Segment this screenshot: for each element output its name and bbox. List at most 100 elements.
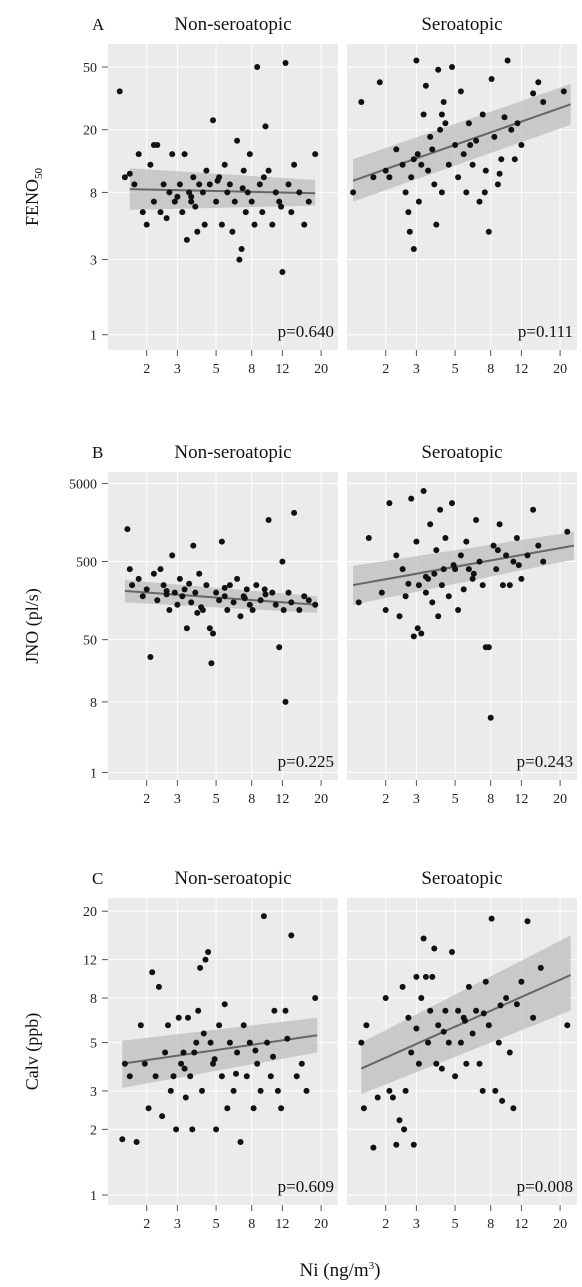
data-point	[435, 613, 442, 620]
data-point	[272, 601, 279, 608]
data-point	[420, 111, 427, 118]
data-point	[393, 1141, 400, 1148]
data-point	[467, 142, 474, 148]
chart-row-b: B JNO (pl/s) 1 8 50 500 5000 2 3 5 8 12 20 Non-seroat…	[22, 442, 577, 807]
data-point	[240, 167, 247, 174]
data-point	[469, 1030, 476, 1037]
data-point	[473, 517, 480, 523]
x-tick-label: 8	[487, 1217, 494, 1232]
data-point	[252, 1047, 259, 1054]
data-point	[284, 1035, 291, 1042]
data-point	[535, 542, 542, 549]
data-point	[195, 1007, 202, 1014]
regression-line	[124, 589, 318, 606]
data-point	[267, 1073, 274, 1080]
x-tick-label: 8	[487, 792, 494, 807]
data-point	[455, 1007, 462, 1014]
data-point	[196, 181, 203, 188]
data-point	[463, 538, 470, 545]
data-point	[418, 630, 425, 637]
data-point	[233, 1070, 239, 1077]
data-point	[150, 570, 157, 577]
facet-seroatopic: 2 3 5 8 12 20 Seroatopic p=0.111	[347, 14, 577, 377]
data-point	[261, 586, 268, 593]
data-point	[176, 575, 183, 582]
data-point	[506, 1049, 513, 1056]
data-point	[260, 913, 267, 920]
p-value-label: p=0.640	[278, 322, 334, 341]
x-tick-label: 12	[275, 792, 289, 807]
data-point	[163, 588, 170, 594]
data-point	[482, 167, 489, 174]
data-point	[183, 625, 190, 632]
x-tick-label: 5	[213, 362, 220, 377]
data-point	[422, 82, 429, 89]
data-point	[312, 151, 319, 158]
data-point	[503, 995, 510, 1001]
data-point	[460, 586, 467, 593]
data-point	[221, 593, 228, 600]
data-point	[226, 1039, 233, 1046]
data-point	[159, 1113, 166, 1120]
data-point	[206, 625, 213, 632]
data-point	[415, 198, 422, 205]
data-point	[171, 198, 178, 205]
data-point	[405, 1014, 412, 1021]
data-point	[143, 586, 150, 593]
data-point	[166, 607, 173, 613]
x-tick-label: 2	[143, 792, 150, 807]
p-value-label: p=0.008	[517, 1177, 573, 1196]
data-point	[216, 597, 223, 604]
data-point	[465, 566, 472, 573]
data-point	[386, 174, 393, 181]
data-point	[378, 589, 385, 596]
data-point	[190, 174, 197, 181]
data-point	[182, 1094, 189, 1101]
data-point	[150, 142, 157, 148]
y-tick-label: 5000	[69, 477, 97, 492]
data-point	[433, 221, 440, 228]
data-point	[240, 1022, 247, 1029]
data-point	[150, 198, 157, 205]
data-point	[301, 221, 308, 228]
data-point	[257, 1087, 264, 1094]
data-point	[231, 198, 238, 205]
data-point	[121, 174, 128, 181]
x-tick-label: 2	[382, 792, 389, 807]
data-point	[126, 1073, 133, 1080]
data-point	[510, 1105, 517, 1112]
x-tick-label: 20	[314, 1217, 328, 1232]
data-point	[440, 99, 447, 105]
data-point	[279, 558, 286, 565]
data-point	[455, 174, 462, 181]
p-value-label: p=0.111	[518, 322, 573, 341]
data-point	[188, 198, 195, 205]
data-point	[291, 161, 298, 168]
data-point	[188, 193, 195, 200]
x-tick-label: 20	[553, 362, 567, 377]
data-point	[399, 983, 406, 990]
data-point	[506, 582, 513, 589]
data-point	[465, 983, 472, 990]
data-point	[288, 209, 295, 216]
data-point	[503, 552, 510, 559]
data-point	[194, 228, 201, 235]
data-point	[479, 111, 486, 118]
data-point	[564, 1022, 571, 1029]
data-point	[435, 66, 442, 73]
x-axis-label: Ni (ng/m3)	[300, 1260, 381, 1281]
data-point	[402, 189, 409, 196]
data-point	[473, 1007, 480, 1014]
data-point	[482, 978, 489, 985]
data-point	[257, 597, 264, 604]
data-point	[185, 1014, 191, 1021]
data-point	[518, 575, 525, 582]
data-point	[365, 535, 372, 541]
data-point	[139, 209, 146, 216]
data-point	[143, 221, 150, 228]
data-point	[442, 535, 449, 541]
data-point	[479, 582, 486, 589]
data-point	[386, 1087, 393, 1094]
data-point	[480, 1010, 487, 1017]
data-point	[147, 654, 154, 660]
